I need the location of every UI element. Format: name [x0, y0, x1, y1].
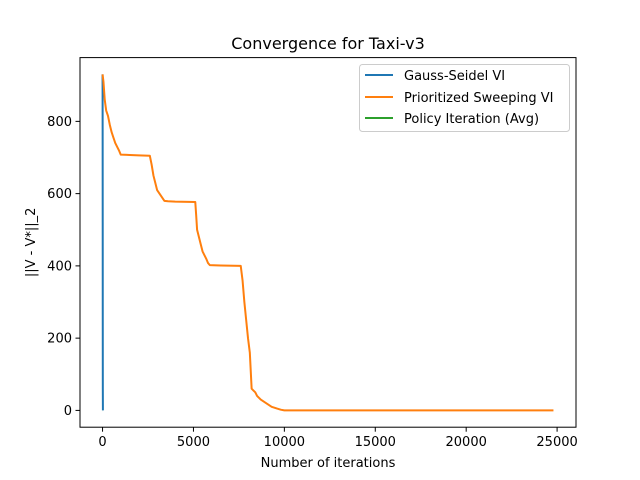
series-line-prioritized-sweeping-vi	[101, 74, 554, 412]
legend-label-prioritized-sweeping: Prioritized Sweeping VI	[404, 91, 554, 106]
y-tick-label: 400	[47, 259, 72, 274]
x-tick-label: 5000	[177, 435, 210, 450]
series-layer	[101, 74, 554, 412]
y-tick-label: 200	[47, 332, 72, 347]
plot-frame	[79, 57, 577, 428]
y-axis-label: ||V - V*||_2	[24, 208, 39, 278]
x-tick-label: 20000	[446, 435, 487, 450]
legend-label-policy-iteration: Policy Iteration (Avg)	[404, 112, 539, 127]
y-tick-label: 0	[64, 404, 72, 419]
y-tick-label: 600	[47, 187, 72, 202]
x-tick-label: 25000	[536, 435, 577, 450]
y-tick-label: 800	[47, 115, 72, 130]
x-tick-label: 0	[98, 435, 106, 450]
x-tick-label: 10000	[264, 435, 305, 450]
x-axis-label: Number of iterations	[261, 456, 396, 471]
x-tick-label: 15000	[355, 435, 396, 450]
legend-box	[359, 64, 570, 132]
legend: Gauss-Seidel VI Prioritized Sweeping VI …	[359, 64, 570, 132]
chart-title: Convergence for Taxi-v3	[231, 34, 425, 53]
legend-label-gauss-seidel: Gauss-Seidel VI	[404, 69, 505, 84]
ticks-layer: 0 5000 10000 15000 20000 25000 0 200 400 600 800	[47, 115, 578, 450]
